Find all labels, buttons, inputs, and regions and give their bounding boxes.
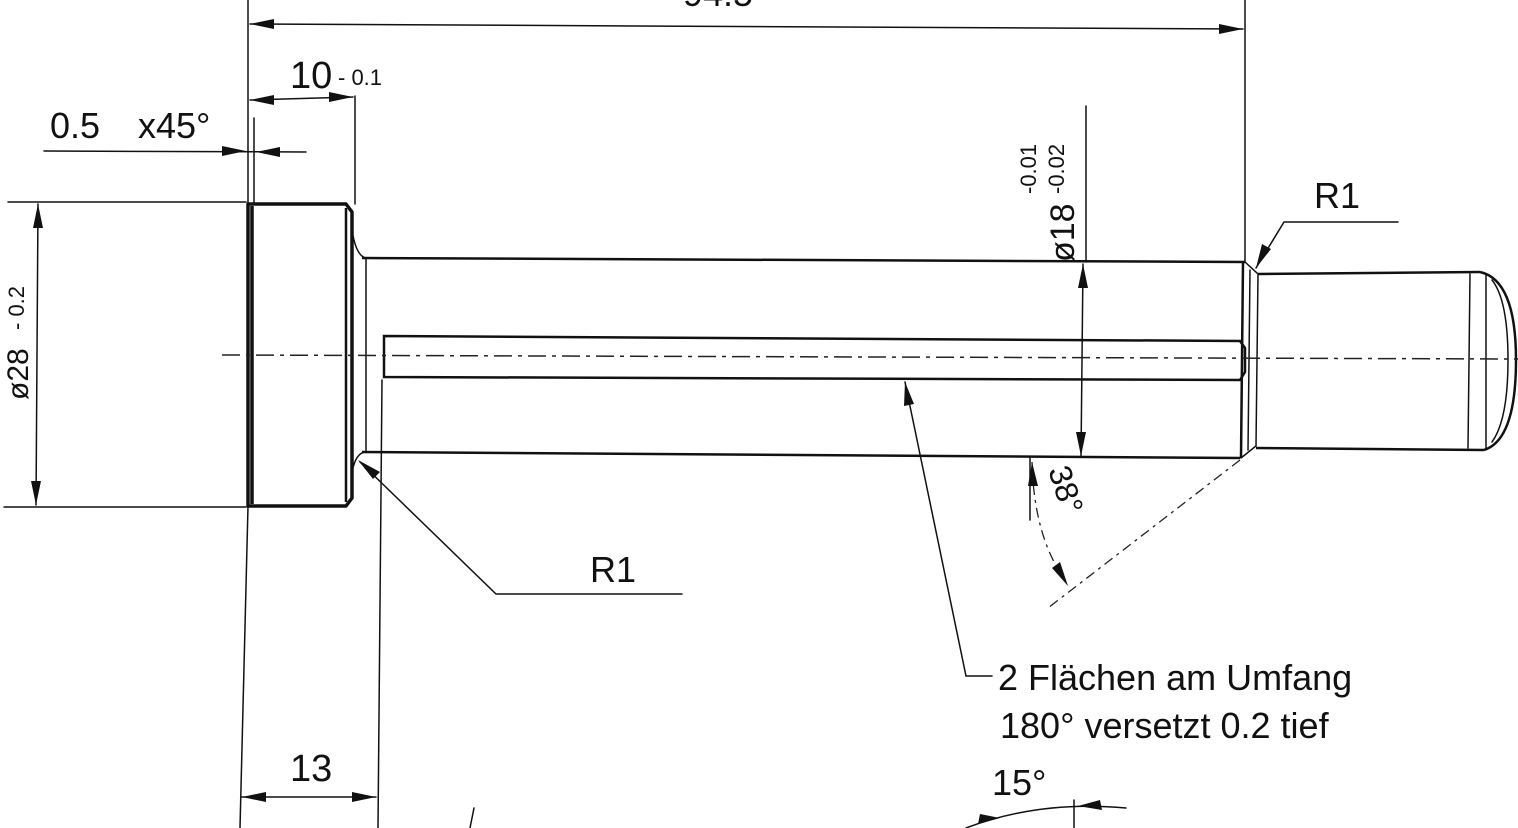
leader-r1-left-arrow xyxy=(358,460,380,479)
pin-top-edge xyxy=(1257,270,1481,276)
notes: 2 Flächen am Umfang 180° versetzt 0.2 ti… xyxy=(998,657,1352,746)
angle-38-arrow-bottom xyxy=(1052,562,1068,586)
shoulder-line-2 xyxy=(1247,269,1251,451)
text-shaft-diameter: ø18 xyxy=(1044,203,1082,262)
text-overall-length: 94.5 xyxy=(683,0,753,14)
text-head-diameter: ø28 xyxy=(2,348,35,400)
fillet-top xyxy=(351,229,367,259)
shaft-bottom-edge xyxy=(361,450,1241,460)
dim-thickness-arrow-right xyxy=(329,92,353,102)
dim-13-arrow-right xyxy=(352,792,376,802)
dim-overall-line xyxy=(249,23,1244,30)
angle-15-arrow-right xyxy=(1078,800,1102,810)
note-flats-line1: 2 Flächen am Umfang xyxy=(998,657,1352,698)
ext-left-head-lower xyxy=(239,505,249,828)
ext-shaft-start xyxy=(377,379,383,828)
shoulder-line-1 xyxy=(1239,261,1245,459)
dim-thickness-arrow-left xyxy=(250,95,274,105)
leader-flats-arrow xyxy=(904,382,914,406)
pin-end-line-1 xyxy=(1467,273,1471,449)
dim-shaft-dia-arrow-top xyxy=(1078,264,1088,288)
angle-15-arrow-left xyxy=(978,814,1000,824)
angle-38-arrow-top xyxy=(1028,462,1038,486)
note-flats-line2: 180° versetzt 0.2 tief xyxy=(1000,705,1330,746)
dimension-lines xyxy=(31,19,1244,802)
text-head-thickness-tol: - 0.1 xyxy=(338,65,382,90)
leader-r1-right-arrow xyxy=(1256,244,1271,268)
dim-head-dia-arrow-bottom xyxy=(31,481,41,505)
text-angle-38: 38° xyxy=(1041,461,1090,518)
dim-chamfer-arrow-left xyxy=(222,146,246,156)
pin-end-arc-inner xyxy=(1491,279,1509,443)
leader-r1-right xyxy=(1255,221,1399,269)
text-r1-left: R1 xyxy=(590,549,636,590)
flat-outline xyxy=(382,334,1247,382)
text-head-thickness: 10 xyxy=(290,55,332,97)
leaders xyxy=(358,221,1399,677)
text-chamfer: 0.5 xyxy=(50,105,100,146)
leader-r1-left xyxy=(359,461,683,595)
dim-shaft-dia-arrow-bottom xyxy=(1076,432,1086,456)
text-chamfer-angle: x45° xyxy=(138,105,210,146)
dim-shaft-diameter-line xyxy=(1080,263,1084,457)
pin-end-arc xyxy=(1479,270,1518,452)
dim-chamfer-arrow-right xyxy=(256,147,280,157)
text-head-diameter-tol: - 0.2 xyxy=(4,286,29,330)
text-shaft-tol-upper: -0.01 xyxy=(1016,144,1041,194)
pin-bottom-edge xyxy=(1255,446,1485,452)
extension-lines xyxy=(3,0,1246,828)
dim-head-diameter-line xyxy=(35,203,39,506)
dim-13-arrow-left xyxy=(242,792,266,802)
dim-overall-arrow-left xyxy=(250,19,274,29)
text-angle-15: 15° xyxy=(992,762,1046,803)
angle-38-construct xyxy=(1028,457,1241,609)
angle-15-construct xyxy=(469,799,1127,828)
fillet-bottom xyxy=(351,451,367,473)
part-outline xyxy=(246,202,1518,508)
shaft-top-edge xyxy=(361,256,1246,264)
leader-flats xyxy=(904,381,993,677)
dim-overall-arrow-right xyxy=(1219,24,1243,34)
angle-38-ext-b xyxy=(1047,459,1241,609)
text-shaft-tol-lower: -0.02 xyxy=(1044,144,1069,194)
stray-mark xyxy=(469,807,475,828)
shoulder-taper xyxy=(1240,261,1259,459)
text-length-13: 13 xyxy=(290,748,332,790)
center-line xyxy=(221,354,1518,360)
text-r1-right: R1 xyxy=(1314,175,1360,216)
dim-head-dia-arrow-top xyxy=(33,204,43,228)
